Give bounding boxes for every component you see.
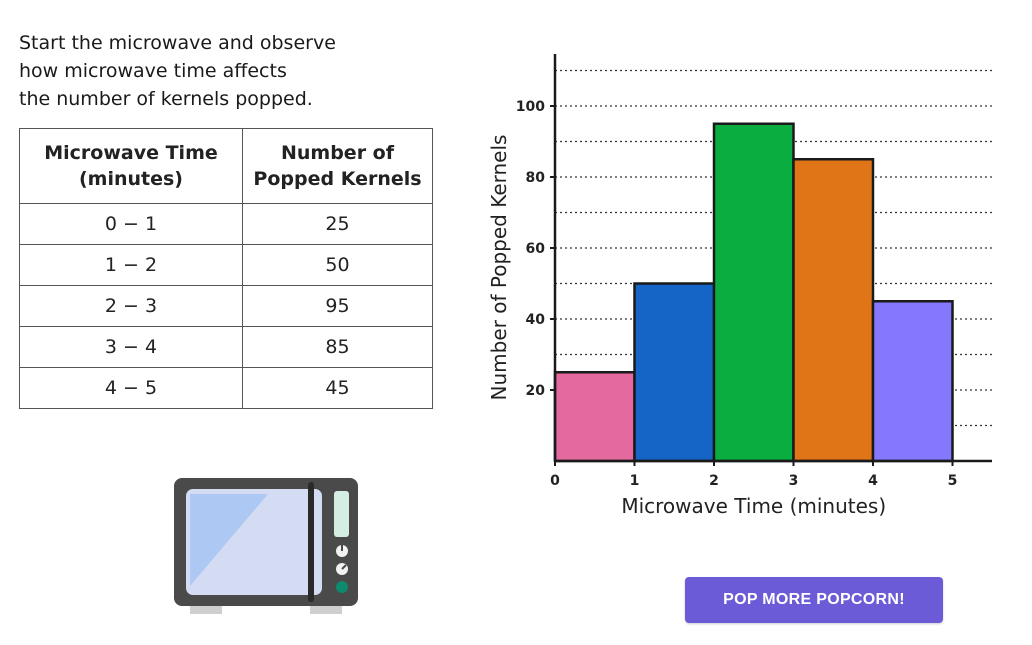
microwave-start-button[interactable] <box>336 581 348 593</box>
microwave-display <box>334 491 349 537</box>
x-tick-label: 0 <box>550 473 560 489</box>
time-cell: 1 − 2 <box>19 244 243 286</box>
time-cell: 2 − 3 <box>19 285 243 327</box>
table-header-row: Microwave Time (minutes) Number of Poppe… <box>19 128 433 204</box>
x-tick-label: 5 <box>948 473 958 489</box>
instruction-line: Start the microwave and observe <box>19 32 336 54</box>
header-line: Microwave Time <box>44 142 218 164</box>
y-tick-label: 40 <box>526 312 546 328</box>
histogram-bar <box>712 122 795 463</box>
y-tick-label: 20 <box>526 383 546 399</box>
histogram-bar <box>792 158 875 463</box>
instructions: Start the microwave and observe how micr… <box>19 29 439 113</box>
kernels-cell: 85 <box>242 326 433 368</box>
time-cell: 0 − 1 <box>19 203 243 245</box>
chart-ticks: 0 1 2 3 4 5 20 40 60 80 100 <box>516 99 958 489</box>
header-line: Popped Kernels <box>253 168 422 190</box>
microwave-icon[interactable] <box>168 474 368 624</box>
table-row: 2 − 3 95 <box>19 285 433 327</box>
column-header-kernels: Number of Popped Kernels <box>242 128 433 204</box>
kernels-cell: 25 <box>242 203 433 245</box>
x-tick-label: 3 <box>789 473 799 489</box>
pop-more-popcorn-button[interactable]: POP MORE POPCORN! <box>685 577 943 623</box>
histogram-bar <box>553 371 636 463</box>
chart-axes <box>553 54 992 463</box>
y-axis-label: Number of Popped Kernels <box>487 135 511 401</box>
time-cell: 3 − 4 <box>19 326 243 368</box>
column-header-time: Microwave Time (minutes) <box>19 128 243 204</box>
kernels-cell: 45 <box>242 367 433 409</box>
table-row: 1 − 2 50 <box>19 244 433 286</box>
y-tick-label: 100 <box>516 99 545 115</box>
kernels-cell: 50 <box>242 244 433 286</box>
kernels-cell: 95 <box>242 285 433 327</box>
table-row: 3 − 4 85 <box>19 326 433 368</box>
window-glare <box>190 494 268 586</box>
table-row: 4 − 5 45 <box>19 367 433 409</box>
histogram-bar <box>871 300 954 463</box>
instruction-line: the number of kernels popped. <box>19 88 313 110</box>
histogram-chart: 0 1 2 3 4 5 20 40 60 80 100 Microwave Time (minute… <box>487 54 992 518</box>
histogram-bar <box>633 282 716 463</box>
table-row: 0 − 1 25 <box>19 203 433 245</box>
x-axis-label: Microwave Time (minutes) <box>621 494 886 518</box>
y-tick-label: 80 <box>526 170 546 186</box>
chart-bars <box>553 122 954 463</box>
header-line: (minutes) <box>78 168 183 190</box>
time-cell: 4 − 5 <box>19 367 243 409</box>
x-tick-label: 4 <box>868 473 878 489</box>
microwave-door-handle[interactable] <box>308 482 314 602</box>
data-table: Microwave Time (minutes) Number of Poppe… <box>19 128 433 409</box>
x-tick-label: 1 <box>630 473 640 489</box>
instruction-line: how microwave time affects <box>19 60 287 82</box>
y-tick-label: 60 <box>526 241 546 257</box>
x-tick-label: 2 <box>709 473 719 489</box>
header-line: Number of <box>280 142 395 164</box>
